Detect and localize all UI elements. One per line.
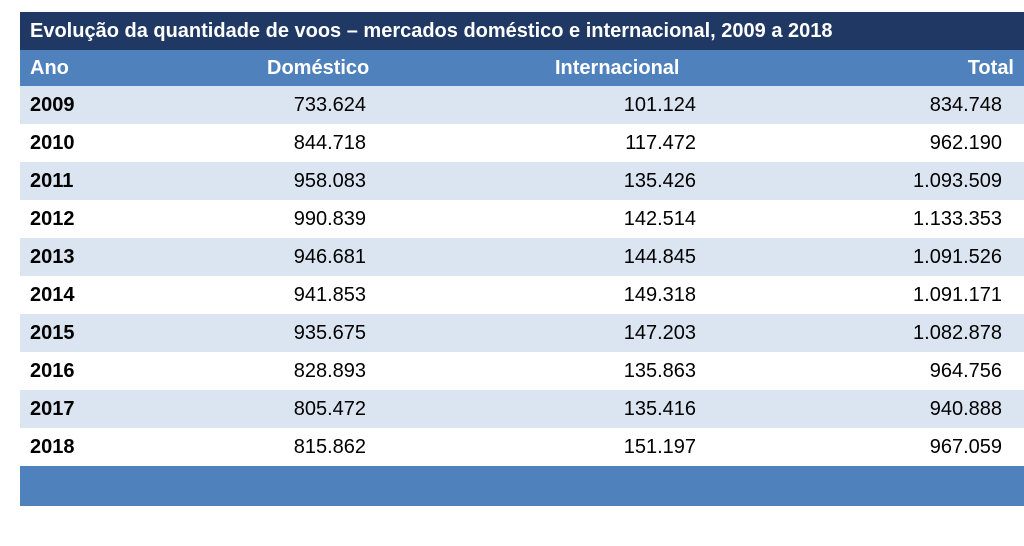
table-header-row: Ano Doméstico Internacional Total	[20, 50, 1024, 86]
cell-domestico: 805.472	[293, 398, 366, 420]
cell-domestico: 828.893	[293, 360, 366, 382]
cell-domestico: 958.083	[293, 170, 366, 192]
table-row: 2010 844.718 117.472 962.190	[20, 124, 1024, 162]
cell-domestico: 990.839	[293, 208, 366, 230]
cell-internacional: 142.514	[623, 208, 696, 230]
cell-domestico: 815.862	[293, 436, 366, 458]
cell-total: 1.093.509	[913, 170, 1002, 192]
cell-year: 2010	[30, 132, 75, 154]
cell-year: 2013	[30, 246, 75, 268]
cell-internacional: 135.426	[623, 170, 696, 192]
cell-year: 2016	[30, 360, 75, 382]
cell-internacional: 135.416	[623, 398, 696, 420]
cell-year: 2012	[30, 208, 75, 230]
cell-internacional: 101.124	[623, 94, 696, 116]
cell-total: 834.748	[929, 94, 1002, 116]
cell-year: 2011	[30, 170, 74, 192]
table-footer-bar	[20, 466, 1024, 506]
cell-year: 2015	[30, 322, 75, 344]
cell-total: 1.091.526	[913, 246, 1002, 268]
cell-domestico: 733.624	[293, 94, 366, 116]
cell-internacional: 135.863	[623, 360, 696, 382]
cell-year: 2017	[30, 398, 75, 420]
cell-year: 2009	[30, 94, 75, 116]
header-ano: Ano	[30, 57, 69, 79]
cell-domestico: 935.675	[293, 322, 366, 344]
header-domestico: Doméstico	[267, 57, 370, 79]
cell-internacional: 151.197	[623, 436, 696, 458]
table-row: 2012 990.839 142.514 1.133.353	[20, 200, 1024, 238]
cell-internacional: 149.318	[623, 284, 696, 306]
table-row: 2017 805.472 135.416 940.888	[20, 390, 1024, 428]
table-title: Evolução da quantidade de voos – mercado…	[20, 12, 1024, 50]
table-row: 2015 935.675 147.203 1.082.878	[20, 314, 1024, 352]
table-row: 2009 733.624 101.124 834.748	[20, 86, 1024, 124]
flights-table: Evolução da quantidade de voos – mercado…	[20, 12, 1024, 506]
cell-total: 1.133.353	[913, 208, 1002, 230]
cell-year: 2014	[30, 284, 75, 306]
cell-internacional: 117.472	[625, 132, 696, 154]
table-row: 2011 958.083 135.426 1.093.509	[20, 162, 1024, 200]
table-row: 2016 828.893 135.863 964.756	[20, 352, 1024, 390]
table-row: 2014 941.853 149.318 1.091.171	[20, 276, 1024, 314]
cell-year: 2018	[30, 436, 75, 458]
cell-domestico: 844.718	[293, 132, 366, 154]
cell-total: 962.190	[929, 132, 1002, 154]
header-total: Total	[967, 57, 1014, 79]
table-body: 2009 733.624 101.124 834.748 2010 844.718 117.…	[20, 86, 1024, 466]
cell-domestico: 946.681	[293, 246, 366, 268]
cell-total: 1.082.878	[913, 322, 1002, 344]
cell-internacional: 147.203	[623, 322, 696, 344]
cell-total: 940.888	[929, 398, 1002, 420]
cell-total: 1.091.171	[913, 284, 1002, 306]
cell-total: 967.059	[929, 436, 1002, 458]
cell-domestico: 941.853	[293, 284, 366, 306]
header-internacional: Internacional	[555, 57, 680, 79]
cell-internacional: 144.845	[623, 246, 696, 268]
cell-total: 964.756	[929, 360, 1002, 382]
table-row: 2018 815.862 151.197 967.059	[20, 428, 1024, 466]
table-row: 2013 946.681 144.845 1.091.526	[20, 238, 1024, 276]
